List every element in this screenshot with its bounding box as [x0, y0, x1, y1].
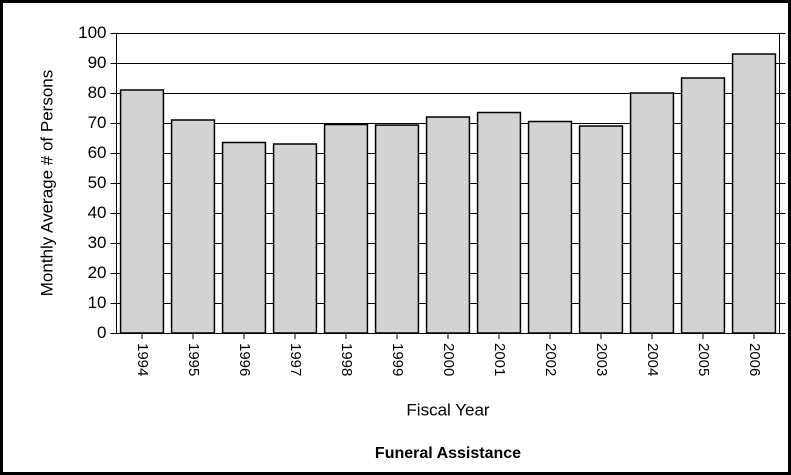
y-tick-label: 70: [88, 113, 107, 132]
bar: [527, 120, 573, 334]
y-tick-label: 30: [88, 233, 107, 252]
x-tick-label: 1997: [287, 343, 304, 376]
x-tick-label: 2000: [440, 343, 457, 376]
x-tick-label: 2002: [542, 343, 559, 376]
x-tick-label: 1998: [338, 343, 355, 376]
x-tick-label: 2003: [593, 343, 610, 376]
x-tick-label: 2005: [695, 343, 712, 376]
bar: [425, 116, 471, 334]
bar: [680, 77, 726, 334]
y-axis-label: Monthly Average # of Persons: [37, 70, 56, 297]
bar: [221, 141, 267, 334]
bar: [374, 124, 420, 334]
bar: [629, 92, 675, 334]
x-tick-label: 2006: [746, 343, 763, 376]
y-tick-label: 60: [88, 143, 107, 162]
y-tick-label: 0: [97, 323, 106, 342]
x-tick-label: 1999: [389, 343, 406, 376]
x-tick-label: 1995: [185, 343, 202, 376]
chart-title: Funeral Assistance: [375, 445, 521, 462]
bar: [119, 89, 165, 334]
bar: [731, 53, 777, 334]
x-tick-label: 1994: [134, 343, 151, 376]
x-tick-label: 2001: [491, 343, 508, 376]
y-tick-label: 20: [88, 263, 107, 282]
bar: [476, 111, 522, 334]
x-axis-label: Fiscal Year: [406, 400, 489, 419]
y-tick-label: 10: [88, 293, 107, 312]
y-tick-label: 80: [88, 83, 107, 102]
bar: [323, 123, 369, 334]
bar: [578, 125, 624, 334]
x-tick-label: 2004: [644, 343, 661, 376]
bar: [272, 143, 318, 334]
y-tick-label: 90: [88, 53, 107, 72]
y-tick-label: 100: [78, 23, 106, 42]
y-tick-label: 40: [88, 203, 107, 222]
y-tick-label: 50: [88, 173, 107, 192]
bar: [170, 119, 216, 334]
x-tick-label: 1996: [236, 343, 253, 376]
